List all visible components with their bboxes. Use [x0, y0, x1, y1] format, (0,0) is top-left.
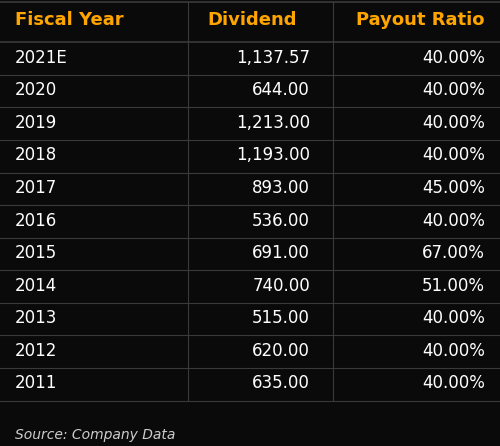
Text: 2013: 2013 [15, 309, 58, 327]
Text: 1,213.00: 1,213.00 [236, 114, 310, 132]
Text: 2021E: 2021E [15, 49, 68, 67]
Text: 40.00%: 40.00% [422, 309, 485, 327]
Text: 635.00: 635.00 [252, 374, 310, 392]
Text: 2015: 2015 [15, 244, 57, 262]
Text: 40.00%: 40.00% [422, 146, 485, 165]
Text: 2016: 2016 [15, 211, 57, 230]
Text: 40.00%: 40.00% [422, 49, 485, 67]
Text: 40.00%: 40.00% [422, 374, 485, 392]
Text: 1,137.57: 1,137.57 [236, 49, 310, 67]
Text: 740.00: 740.00 [252, 277, 310, 295]
Text: 536.00: 536.00 [252, 211, 310, 230]
Text: 1,193.00: 1,193.00 [236, 146, 310, 165]
Text: Fiscal Year: Fiscal Year [15, 11, 124, 29]
Text: 40.00%: 40.00% [422, 342, 485, 360]
Text: 515.00: 515.00 [252, 309, 310, 327]
Text: 2017: 2017 [15, 179, 57, 197]
Text: 644.00: 644.00 [252, 81, 310, 99]
Text: 691.00: 691.00 [252, 244, 310, 262]
Text: 2020: 2020 [15, 81, 57, 99]
Text: 2018: 2018 [15, 146, 57, 165]
Text: 40.00%: 40.00% [422, 114, 485, 132]
Text: 40.00%: 40.00% [422, 211, 485, 230]
Text: 620.00: 620.00 [252, 342, 310, 360]
Text: Source: Company Data: Source: Company Data [15, 428, 175, 442]
Text: 893.00: 893.00 [252, 179, 310, 197]
Text: 67.00%: 67.00% [422, 244, 485, 262]
Text: Dividend: Dividend [208, 11, 297, 29]
Text: 45.00%: 45.00% [422, 179, 485, 197]
Text: 2014: 2014 [15, 277, 57, 295]
Text: 2011: 2011 [15, 374, 58, 392]
Text: 2012: 2012 [15, 342, 58, 360]
Text: 2019: 2019 [15, 114, 57, 132]
Text: 51.00%: 51.00% [422, 277, 485, 295]
Text: Payout Ratio: Payout Ratio [356, 11, 485, 29]
Text: 40.00%: 40.00% [422, 81, 485, 99]
